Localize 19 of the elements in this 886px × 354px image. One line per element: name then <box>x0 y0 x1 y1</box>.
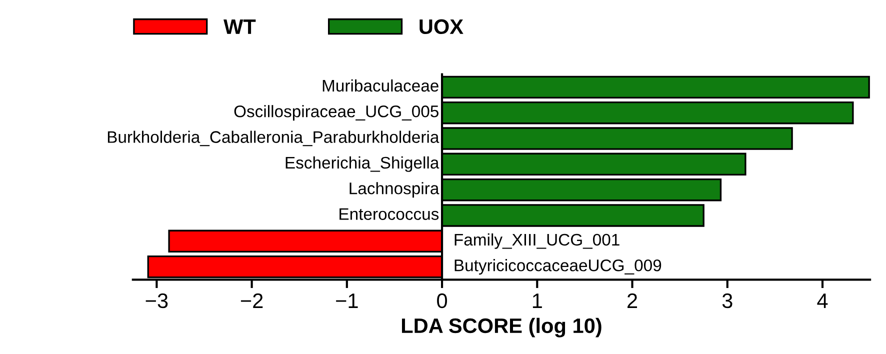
legend-label: WT <box>224 20 256 34</box>
x-tick-label: 3 <box>722 293 732 308</box>
y-tick-label: Lachnospira <box>350 182 440 198</box>
legend-label: UOX <box>420 19 464 34</box>
x-tick-label: 2 <box>628 293 638 308</box>
y-tick-label: Enterococcus <box>340 208 439 220</box>
y-tick-label: Muribaculaceae <box>322 79 438 92</box>
x-tick-label: −1 <box>336 294 358 308</box>
x-tick-label: −2 <box>240 293 263 308</box>
x-tick-label: 1 <box>532 294 542 308</box>
y-tick-label: Burkholderia_Caballeronia_Paraburkholderia <box>108 130 440 146</box>
y-tick-label: Escherichia_Shigella <box>286 156 440 172</box>
y-tick-label: Family_XIII_UCG_001 <box>454 233 620 249</box>
x-tick-label: 0 <box>437 293 448 308</box>
y-tick-label: Oscillospiraceae_UCG_005 <box>234 105 438 121</box>
x-axis-title: LDA SCORE (log 10) <box>402 318 602 338</box>
x-tick-label: −3 <box>146 293 168 308</box>
y-tick-label: ButyricicoccaceaeUCG_009 <box>454 259 662 275</box>
x-tick-label: 4 <box>817 294 828 308</box>
